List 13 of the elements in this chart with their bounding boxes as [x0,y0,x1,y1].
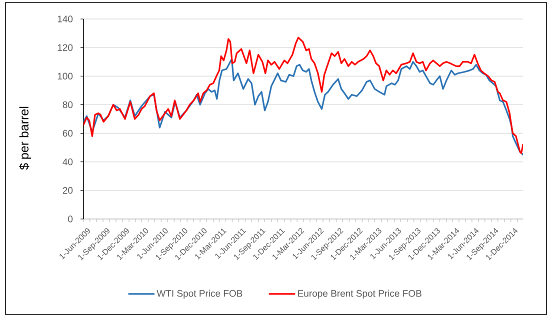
legend-label: WTI Spot Price FOB [156,290,242,299]
y-tick-label: 100 [58,72,73,80]
y-tick-label: 40 [62,158,73,166]
y-tick-label: 20 [62,187,73,194]
y-tick-label: 80 [62,101,73,108]
y-axis-title: $ per barrel [19,106,31,170]
line-series [84,58,523,156]
legend-label: Europe Brent Spot Price FOB [298,290,422,299]
y-tick-label: 60 [62,130,73,137]
y-tick-label: 0 [68,216,73,222]
line-series [84,36,523,154]
y-tick-label: 120 [58,44,73,51]
y-tick-label: 140 [58,16,73,22]
